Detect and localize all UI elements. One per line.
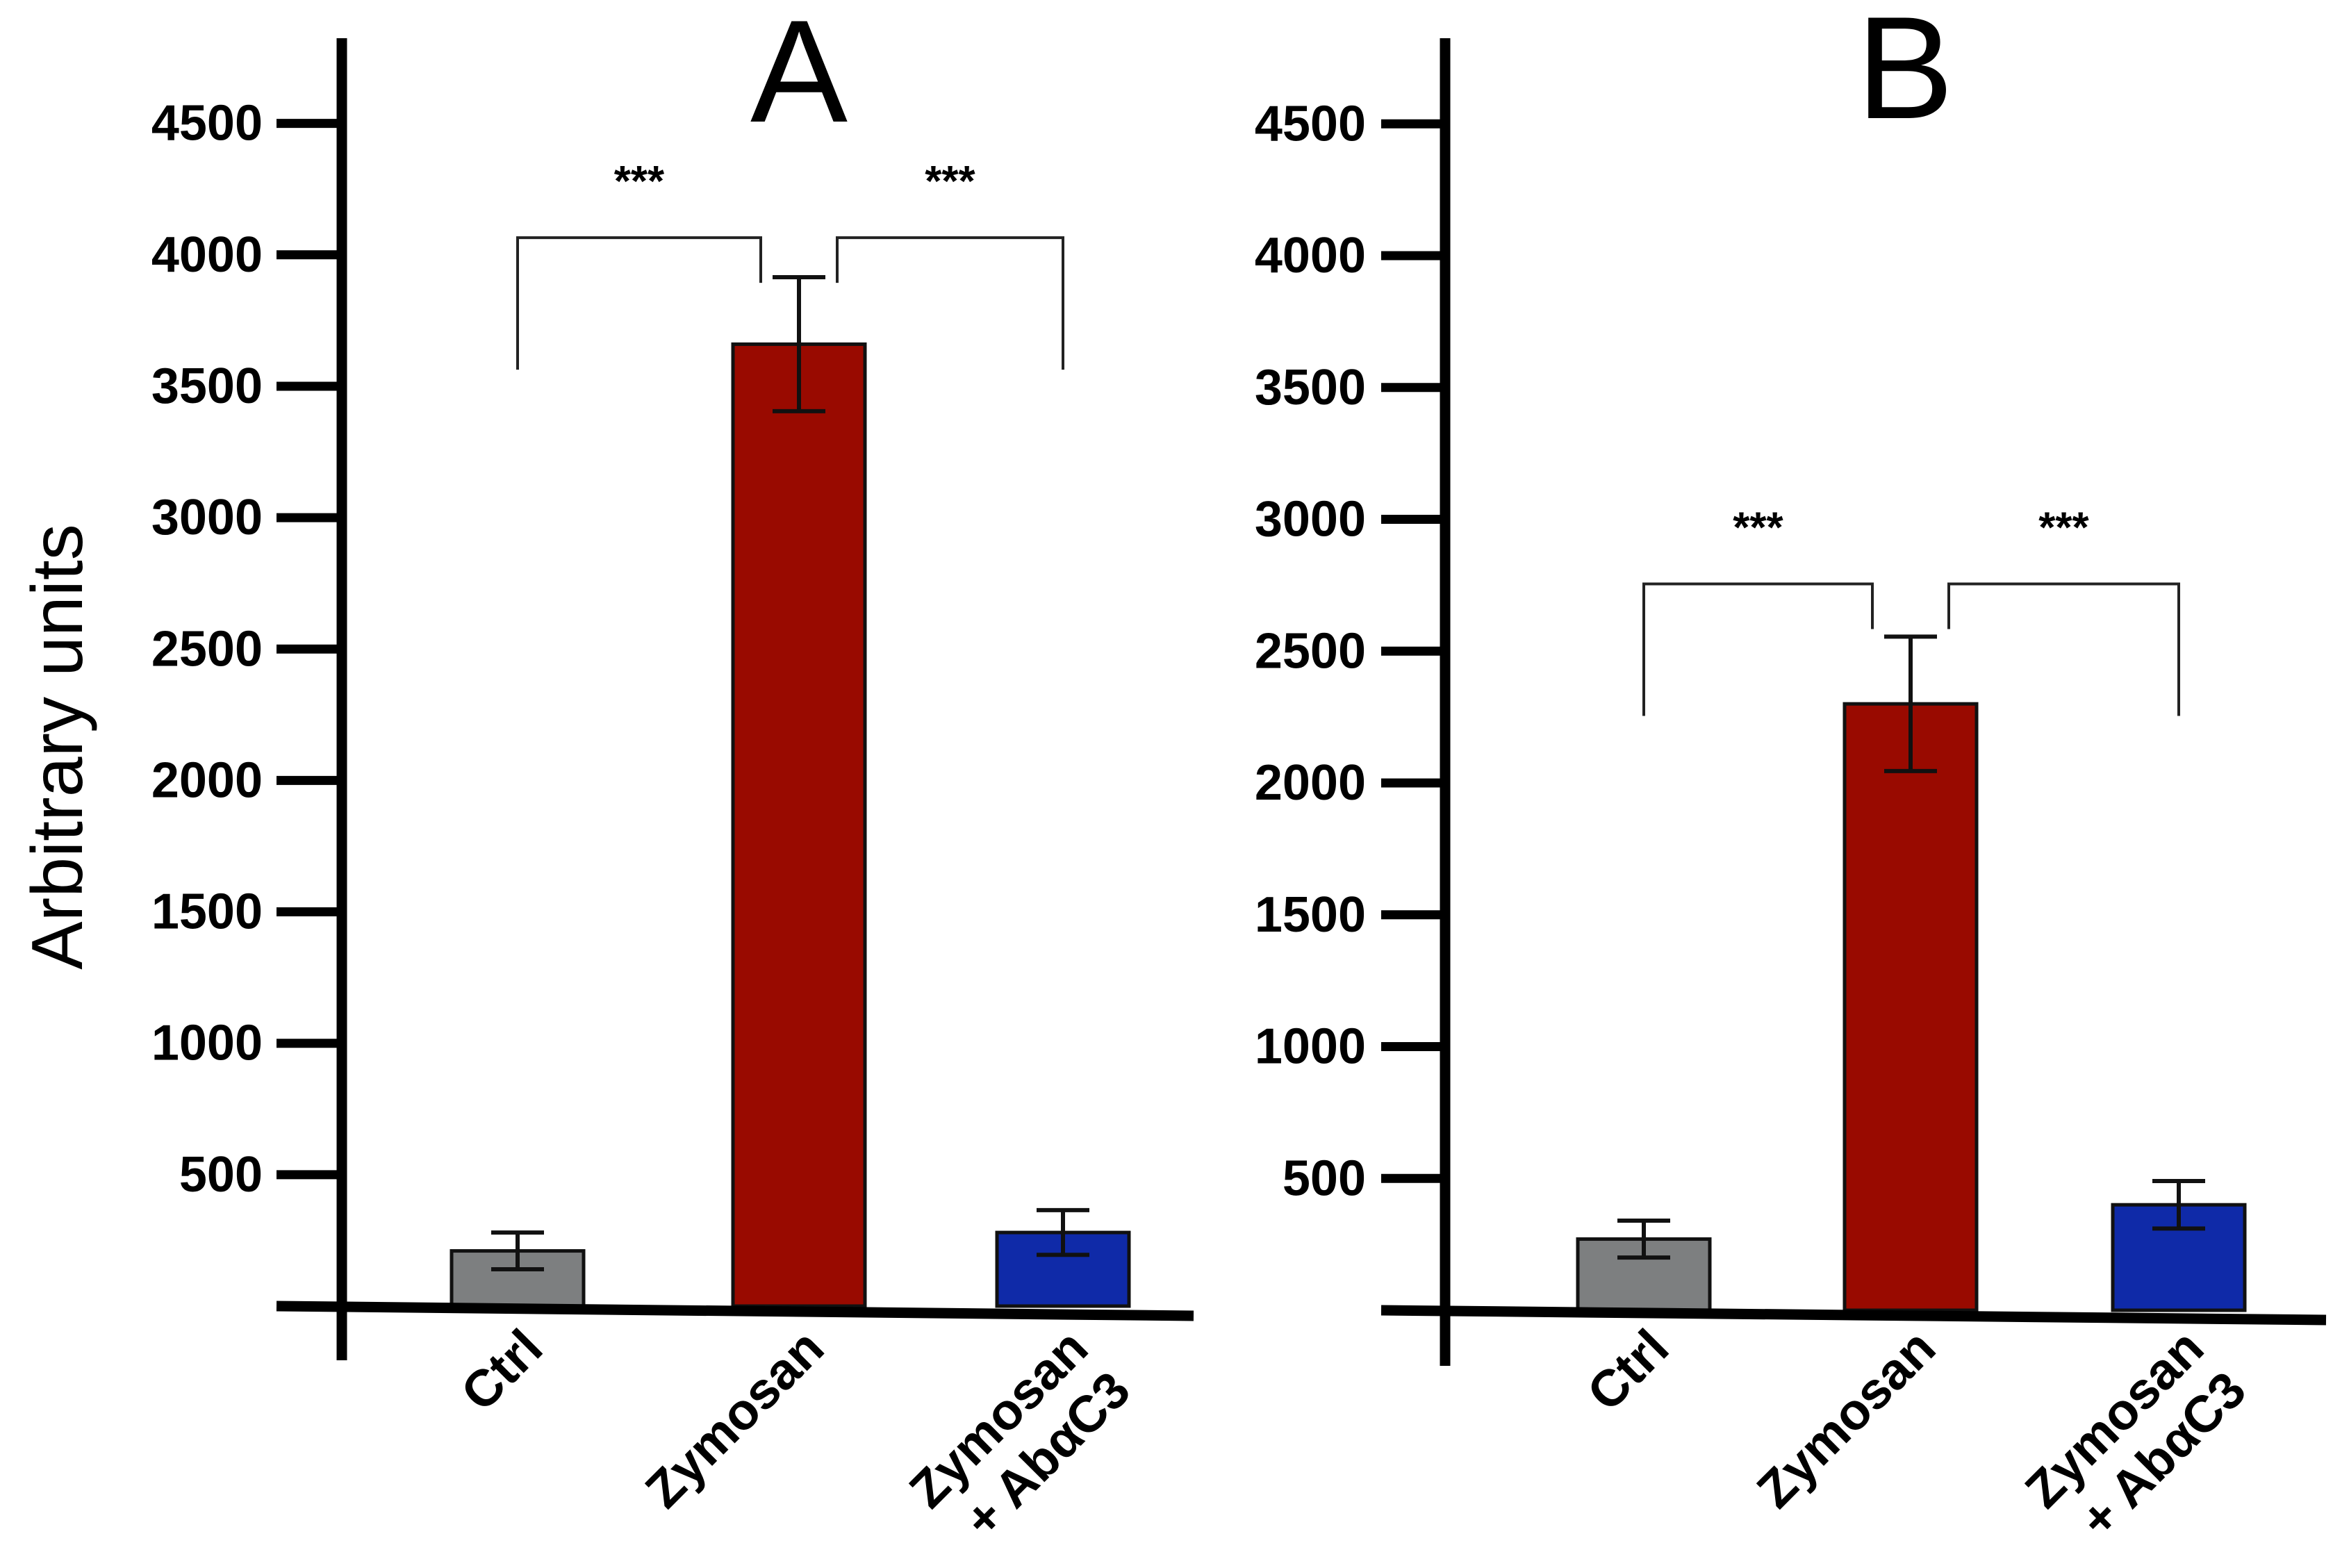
y-tick-label: 4500 bbox=[1255, 96, 1366, 151]
x-tick-label-line: Zymosan bbox=[634, 1319, 834, 1519]
bar bbox=[731, 342, 867, 1308]
y-tick-label: 1000 bbox=[1255, 1019, 1366, 1075]
significance-label: *** bbox=[925, 158, 975, 206]
y-tick-label: 1500 bbox=[151, 884, 263, 940]
y-tick-label: 4000 bbox=[1255, 228, 1366, 283]
bar bbox=[1843, 702, 1979, 1312]
y-tick-label: 3500 bbox=[151, 358, 263, 414]
x-tick-label: Zymosan+ AbαC3 bbox=[2014, 1319, 2257, 1561]
panel-a: A Arbitrary units *** *** 500 1000 1500 2000 250… bbox=[17, 0, 1194, 1561]
y-tick-label: 500 bbox=[179, 1147, 263, 1203]
panel-title: A bbox=[750, 0, 848, 153]
panel-title: B bbox=[1856, 0, 1954, 149]
x-tick-label-line: Ctrl bbox=[1576, 1319, 1680, 1422]
error-bar bbox=[2152, 1179, 2205, 1231]
x-tick-label: Ctrl bbox=[1576, 1319, 1680, 1422]
error-bar bbox=[773, 274, 825, 413]
x-tick-label: Zymosan bbox=[1746, 1319, 1946, 1519]
y-tick-label: 4500 bbox=[151, 96, 263, 151]
significance-bracket bbox=[1947, 582, 2180, 716]
y-tick-label: 2500 bbox=[1255, 623, 1366, 679]
x-tick-label: Ctrl bbox=[450, 1319, 554, 1422]
y-tick-label: 2000 bbox=[151, 752, 263, 808]
y-tick-label: 1500 bbox=[1255, 887, 1366, 943]
y-tick-label: 3000 bbox=[151, 490, 263, 545]
y-tick-label: 4000 bbox=[151, 227, 263, 283]
x-tick-label-line: Ctrl bbox=[450, 1319, 554, 1422]
y-tick-label: 1000 bbox=[151, 1016, 263, 1071]
significance-label: *** bbox=[2038, 504, 2089, 552]
x-axis-line bbox=[276, 1301, 1194, 1321]
y-axis-label: Arbitrary units bbox=[17, 524, 98, 970]
x-tick-label: Zymosan bbox=[634, 1319, 834, 1519]
error-bar bbox=[1617, 1218, 1670, 1260]
y-tick-label: 2500 bbox=[151, 621, 263, 677]
panel-b: B *** *** 500 1000 1500 2000 2500 3000 3500 4000 45… bbox=[1255, 0, 2327, 1561]
error-bar bbox=[1037, 1207, 1089, 1257]
y-tick-label: 3000 bbox=[1255, 492, 1366, 547]
error-bar bbox=[1884, 634, 1937, 773]
significance-label: *** bbox=[614, 158, 665, 206]
y-tick-label: 3500 bbox=[1255, 360, 1366, 415]
error-bar bbox=[491, 1230, 544, 1272]
x-tick-label: Zymosan+ AbαC3 bbox=[898, 1319, 1141, 1561]
y-tick-label: 500 bbox=[1283, 1150, 1366, 1206]
x-axis-line bbox=[1380, 1305, 2327, 1326]
significance-bracket bbox=[1642, 582, 1874, 716]
significance-label: *** bbox=[1733, 504, 1783, 552]
significance-bracket bbox=[836, 236, 1064, 370]
y-tick-label: 2000 bbox=[1255, 755, 1366, 811]
x-tick-label-line: Zymosan bbox=[1746, 1319, 1946, 1519]
significance-bracket bbox=[516, 236, 762, 370]
